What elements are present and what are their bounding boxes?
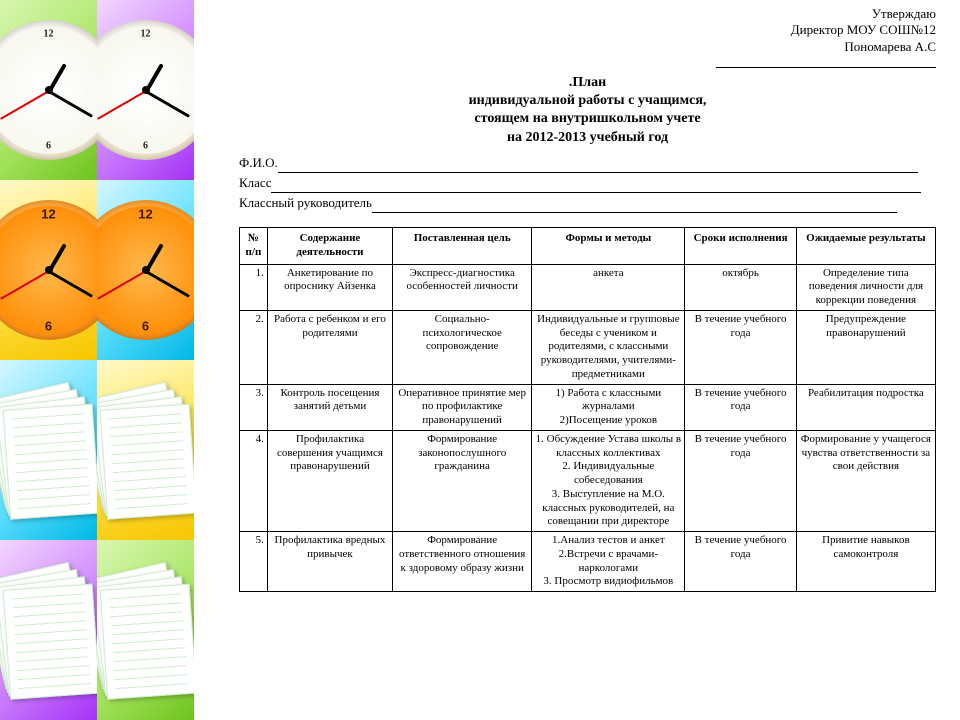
paper-stack-icon	[0, 382, 97, 536]
approval-block: Утверждаю Директор МОУ СОШ№12 Пономарева…	[239, 6, 936, 72]
field-fio-label: Ф.И.О.	[239, 155, 278, 170]
approval-line-2: Директор МОУ СОШ№12	[239, 22, 936, 38]
table-cell: Формирование у учащегося чувства ответст…	[796, 430, 935, 531]
table-header-row: № п/пСодержание деятельностиПоставленная…	[240, 228, 936, 265]
table-row: 1.Анкетирование по опроснику АйзенкаЭксп…	[240, 264, 936, 310]
collage-tile: 12369	[0, 0, 97, 180]
table-cell: Индивидуальные и групповые беседы с учен…	[532, 310, 685, 384]
table-cell: 1. Обсуждение Устава школы в классных ко…	[532, 430, 685, 531]
approval-line-1: Утверждаю	[239, 6, 936, 22]
field-teacher-label: Классный руководитель	[239, 195, 372, 210]
paper-stack-icon	[0, 562, 97, 716]
table-row: 5.Профилактика вредных привычекФормирова…	[240, 532, 936, 592]
collage-tile: 12369	[97, 0, 194, 180]
fill-in-fields: Ф.И.О. Класс Классный руководитель	[239, 153, 936, 213]
approval-line-3: Пономарева А.С	[239, 39, 936, 55]
collage-tile: 12369	[0, 180, 97, 360]
table-cell: анкета	[532, 264, 685, 310]
table-cell: Реабилитация подростка	[796, 384, 935, 430]
table-cell: 1.Анализ тестов и анкет2.Встречи с врача…	[532, 532, 685, 592]
collage-tile	[0, 360, 97, 540]
table-cell: Экспресс-диагностика особенностей личнос…	[393, 264, 532, 310]
table-cell: Анкетирование по опроснику Айзенка	[267, 264, 392, 310]
table-cell: Определение типа поведения личности для …	[796, 264, 935, 310]
collage-tile	[0, 540, 97, 720]
title-l2: индивидуальной работы с учащимся,	[239, 92, 936, 110]
collage-tile: 12369	[97, 180, 194, 360]
title-l4: на 2012-2013 учебный год	[239, 129, 936, 147]
table-cell: В течение учебного года	[685, 430, 796, 531]
table-cell: Оперативное принятие мер по профилактике…	[393, 384, 532, 430]
table-header-cell: Формы и методы	[532, 228, 685, 265]
table-cell: В течение учебного года	[685, 310, 796, 384]
clock-icon: 12369	[0, 200, 97, 340]
paper-stack-icon	[97, 382, 194, 536]
table-cell: 3.	[240, 384, 268, 430]
table-header-cell: Сроки исполнения	[685, 228, 796, 265]
collage-tile	[97, 540, 194, 720]
table-row: 3.Контроль посещения занятий детьмиОпера…	[240, 384, 936, 430]
table-header-cell: № п/п	[240, 228, 268, 265]
table-cell: 5.	[240, 532, 268, 592]
table-cell: В течение учебного года	[685, 384, 796, 430]
table-header-cell: Содержание деятельности	[267, 228, 392, 265]
table-header-cell: Поставленная цель	[393, 228, 532, 265]
table-cell: Формирование законопослушного гражданина	[393, 430, 532, 531]
table-row: 4.Профилактика совершения учащимся право…	[240, 430, 936, 531]
table-cell: Социально-психологическое сопровождение	[393, 310, 532, 384]
table-cell: 4.	[240, 430, 268, 531]
signature-line	[716, 55, 936, 68]
clock-icon: 12369	[97, 20, 194, 160]
table-cell: Профилактика совершения учащимся правона…	[267, 430, 392, 531]
table-cell: Формирование ответственного отношения к …	[393, 532, 532, 592]
table-cell: Профилактика вредных привычек	[267, 532, 392, 592]
clock-icon: 12369	[0, 20, 97, 160]
table-cell: 1.	[240, 264, 268, 310]
left-image-collage: 12369123691236912369	[0, 0, 195, 720]
table-cell: Работа с ребенком и его родителями	[267, 310, 392, 384]
table-cell: Предупреждение правонарушений	[796, 310, 935, 384]
table-cell: В течение учебного года	[685, 532, 796, 592]
collage-tile	[97, 360, 194, 540]
table-header-cell: Ожидаемые результаты	[796, 228, 935, 265]
document-body: Утверждаю Директор МОУ СОШ№12 Пономарева…	[195, 0, 960, 720]
table-cell: 1) Работа с классными журналами2)Посещен…	[532, 384, 685, 430]
table-cell: 2.	[240, 310, 268, 384]
field-teacher-line	[372, 212, 897, 213]
table-cell: Контроль посещения занятий детьми	[267, 384, 392, 430]
field-class-label: Класс	[239, 175, 271, 190]
table-cell: Привитие навыков самоконтроля	[796, 532, 935, 592]
clock-icon: 12369	[97, 200, 194, 340]
table-cell: октябрь	[685, 264, 796, 310]
table-row: 2.Работа с ребенком и его родителямиСоци…	[240, 310, 936, 384]
paper-stack-icon	[97, 562, 194, 716]
title-l3: стоящем на внутришкольном учете	[239, 110, 936, 128]
plan-table: № п/пСодержание деятельностиПоставленная…	[239, 227, 936, 592]
title-l1: .План	[239, 74, 936, 92]
document-title: .План индивидуальной работы с учащимся, …	[239, 74, 936, 147]
